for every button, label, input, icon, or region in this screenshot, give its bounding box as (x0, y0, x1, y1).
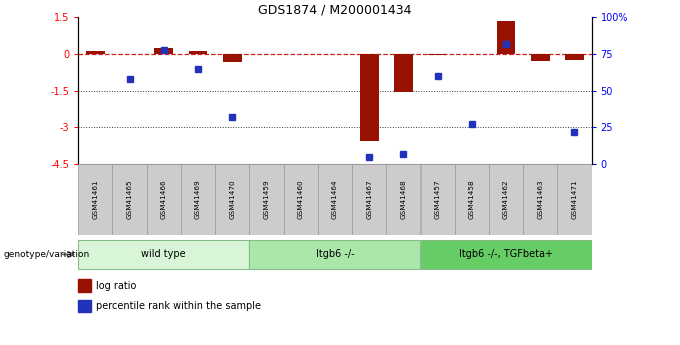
Bar (496, 21, 515, 54)
Bar (250, 240, 420, 269)
Bar (188, 51, 207, 54)
Bar (154, 48, 173, 54)
Bar (394, 54, 413, 92)
Text: GSM41462: GSM41462 (503, 179, 509, 219)
Bar (386, 164, 420, 235)
Text: Itgb6 -/-: Itgb6 -/- (316, 249, 354, 259)
Text: GSM41471: GSM41471 (571, 179, 577, 219)
Bar (112, 164, 147, 235)
Bar (250, 164, 284, 235)
Bar (565, 54, 584, 60)
Text: GSM41459: GSM41459 (263, 179, 269, 219)
Bar (78, 240, 250, 269)
Text: GSM41468: GSM41468 (401, 179, 407, 219)
Bar (489, 164, 523, 235)
Text: GSM41460: GSM41460 (298, 179, 304, 219)
Text: GSM41457: GSM41457 (435, 179, 441, 219)
Text: GSM41463: GSM41463 (537, 179, 543, 219)
Bar (284, 164, 318, 235)
Bar (86, 51, 105, 54)
Bar (523, 164, 558, 235)
Text: GSM41466: GSM41466 (160, 179, 167, 219)
Bar (428, 54, 447, 55)
Text: GSM41467: GSM41467 (366, 179, 372, 219)
Bar (147, 164, 181, 235)
Bar (558, 164, 592, 235)
Bar (318, 164, 352, 235)
Text: GSM41470: GSM41470 (229, 179, 235, 219)
Text: genotype/variation: genotype/variation (3, 250, 90, 259)
Text: GSM41469: GSM41469 (195, 179, 201, 219)
Text: GSM41458: GSM41458 (469, 179, 475, 219)
Bar (352, 164, 386, 235)
Text: log ratio: log ratio (96, 280, 137, 290)
Text: percentile rank within the sample: percentile rank within the sample (96, 301, 261, 311)
Bar (223, 54, 241, 62)
Bar (78, 279, 91, 292)
Text: GSM41464: GSM41464 (332, 179, 338, 219)
Bar (455, 164, 489, 235)
Bar (360, 54, 379, 141)
Bar (420, 240, 592, 269)
Bar (78, 164, 112, 235)
Text: wild type: wild type (141, 249, 186, 259)
Text: GSM41461: GSM41461 (92, 179, 99, 219)
Bar (181, 164, 215, 235)
Text: GSM41465: GSM41465 (126, 179, 133, 219)
Title: GDS1874 / M200001434: GDS1874 / M200001434 (258, 3, 411, 16)
Text: Itgb6 -/-, TGFbeta+: Itgb6 -/-, TGFbeta+ (459, 249, 553, 259)
Bar (420, 164, 455, 235)
Bar (78, 300, 91, 313)
Bar (215, 164, 250, 235)
Bar (531, 54, 549, 61)
